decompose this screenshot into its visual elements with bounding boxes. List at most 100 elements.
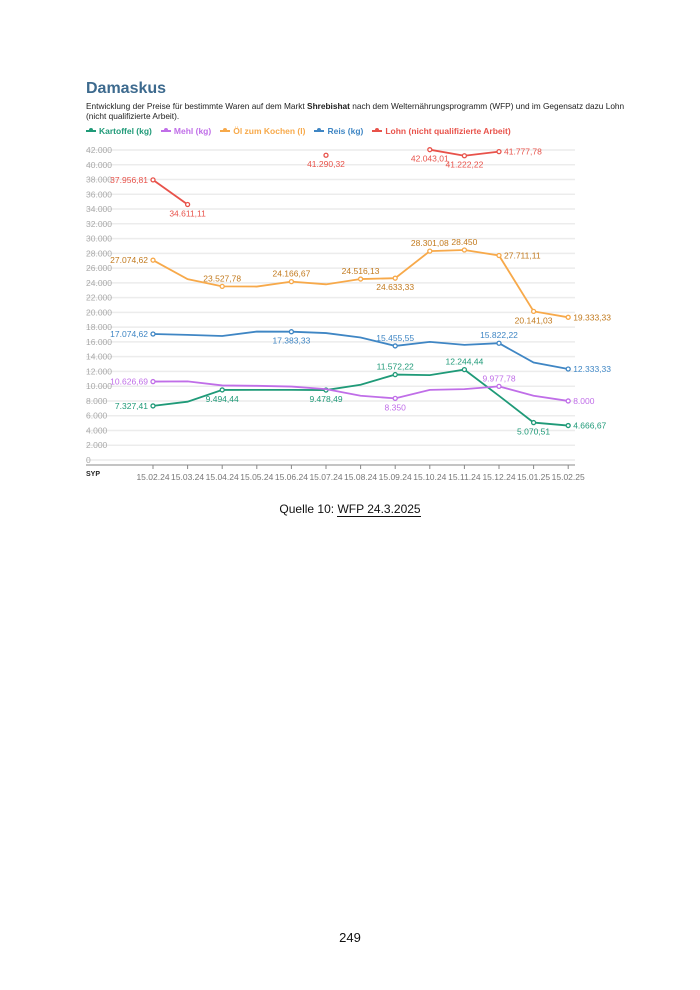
y-tick-label: 18.000: [86, 322, 112, 332]
data-point: [392, 343, 398, 349]
data-point: [150, 378, 156, 385]
x-tick-label: 15.07.24: [309, 472, 342, 482]
data-point: [496, 252, 502, 259]
price-line-chart: 0 2.000 4.000 6.000 8.000 10.000 12.000 14.000 1…: [86, 145, 611, 482]
legend-item[interactable]: Öl zum Kochen (l): [220, 126, 305, 136]
x-tick-label: 15.02.24: [136, 472, 169, 482]
x-tick-label: 15.04.24: [206, 472, 239, 482]
legend-marker-icon: [314, 128, 325, 132]
data-point: [288, 278, 295, 285]
data-point: [530, 308, 537, 314]
legend-label: Öl zum Kochen (l): [233, 126, 306, 136]
y-tick-label: 28.000: [86, 248, 112, 258]
data-point: [565, 422, 571, 429]
y-tick-label: 34.000: [86, 204, 112, 214]
x-tick-label: 15.05.24: [240, 472, 273, 482]
x-tick-label: 15.12.24: [482, 472, 515, 482]
data-point: [219, 283, 225, 289]
data-label: 4.666,67: [573, 421, 606, 431]
x-tick-label: 15.06.24: [275, 472, 308, 482]
data-label: 7.327,41: [115, 401, 148, 411]
data-point: [427, 248, 433, 254]
source-caption: Quelle 10: WFP 24.3.2025: [0, 502, 700, 517]
legend-item[interactable]: Lohn (nicht qualifizierte Arbeit): [372, 126, 511, 136]
data-label: 8.350: [385, 402, 407, 412]
data-label: 11.572,22: [377, 362, 414, 372]
data-label: 12.244,44: [445, 357, 483, 367]
x-tick-label: 15.02.25: [552, 472, 585, 482]
data-label: 28.450: [451, 237, 477, 247]
chart-description: Entwicklung der Preise für bestimmte War…: [86, 101, 626, 121]
legend-item[interactable]: Kartoffel (kg): [86, 126, 152, 136]
unit-label: SYP: [86, 471, 100, 478]
data-label: 28.301,08: [411, 238, 449, 248]
data-point: [427, 147, 433, 153]
y-tick-label: 40.000: [86, 160, 112, 170]
data-point: [288, 329, 295, 335]
y-tick-label: 38.000: [86, 175, 112, 185]
data-point: [323, 152, 329, 158]
data-label: 37.956,81: [110, 175, 148, 185]
data-label: 20.141,03: [515, 315, 553, 325]
data-label: 9.977,78: [482, 373, 515, 383]
description-text-end: nach dem Welternährungsprogramm (WFP) un…: [86, 101, 625, 121]
data-label: 41.777,78: [504, 147, 542, 157]
data-label: 41.290,32: [307, 159, 345, 169]
data-label: 27.074,62: [110, 255, 148, 265]
y-tick-label: 2.000: [86, 440, 108, 450]
legend-label: Reis (kg): [327, 126, 364, 136]
data-point: [150, 177, 156, 183]
legend-marker-icon: [372, 128, 383, 132]
x-tick-label: 15.11.24: [448, 472, 481, 482]
x-tick-label: 15.03.24: [171, 472, 204, 482]
description-text: Entwicklung der Preise für bestimmte War…: [86, 101, 308, 111]
y-tick-label: 26.000: [86, 263, 112, 273]
data-label: 24.166,67: [272, 269, 310, 279]
y-tick-label: 0: [86, 455, 91, 465]
data-label: 17.074,62: [110, 329, 148, 339]
data-point: [392, 275, 398, 281]
data-label: 12.333,33: [573, 364, 611, 374]
y-tick-label: 16.000: [86, 337, 112, 347]
legend-marker-icon: [86, 128, 96, 132]
x-tick-label: 15.10.24: [413, 472, 446, 482]
x-tick-label: 15.08.24: [344, 472, 377, 482]
caption-prefix: Quelle 10:: [279, 502, 338, 516]
market-name: Shrebishat: [307, 101, 350, 111]
data-point: [565, 314, 571, 320]
y-tick-label: 6.000: [86, 411, 108, 421]
data-label: 5.070,51: [517, 427, 550, 437]
y-tick-label: 32.000: [86, 219, 112, 229]
data-point: [184, 201, 191, 208]
y-tick-label: 30.000: [86, 234, 112, 244]
data-label: 9.494,44: [206, 394, 239, 404]
legend-label: Kartoffel (kg): [99, 126, 152, 136]
data-label: 8.000: [573, 396, 595, 406]
y-tick-label: 14.000: [86, 352, 112, 362]
chart-legend: Kartoffel (kg) Mehl (kg) Öl zum Kochen (l)…: [86, 126, 511, 136]
x-tick-label: 15.09.24: [379, 472, 412, 482]
data-point: [565, 398, 571, 404]
data-point: [496, 148, 502, 155]
data-label: 41.222,22: [445, 160, 483, 170]
x-tick-label: 15.01.25: [517, 472, 550, 482]
y-tick-label: 36.000: [86, 189, 112, 199]
data-point: [565, 366, 571, 372]
source-link[interactable]: WFP 24.3.2025: [337, 502, 421, 517]
data-label: 9.478,49: [309, 394, 342, 404]
data-label: 42.043,01: [411, 154, 449, 164]
data-point: [392, 371, 398, 378]
data-point: [150, 403, 156, 409]
y-tick-label: 22.000: [86, 293, 112, 303]
y-tick-label: 4.000: [86, 425, 108, 435]
data-point: [219, 387, 225, 393]
legend-marker-icon: [160, 128, 171, 132]
y-tick-label: 8.000: [86, 396, 108, 406]
data-label: 24.516,13: [342, 266, 380, 276]
data-label: 34.611,11: [169, 209, 206, 219]
legend-item[interactable]: Reis (kg): [314, 126, 363, 136]
data-point: [150, 257, 156, 263]
legend-item[interactable]: Mehl (kg): [160, 126, 211, 136]
data-point: [150, 331, 156, 337]
data-point: [530, 419, 537, 426]
